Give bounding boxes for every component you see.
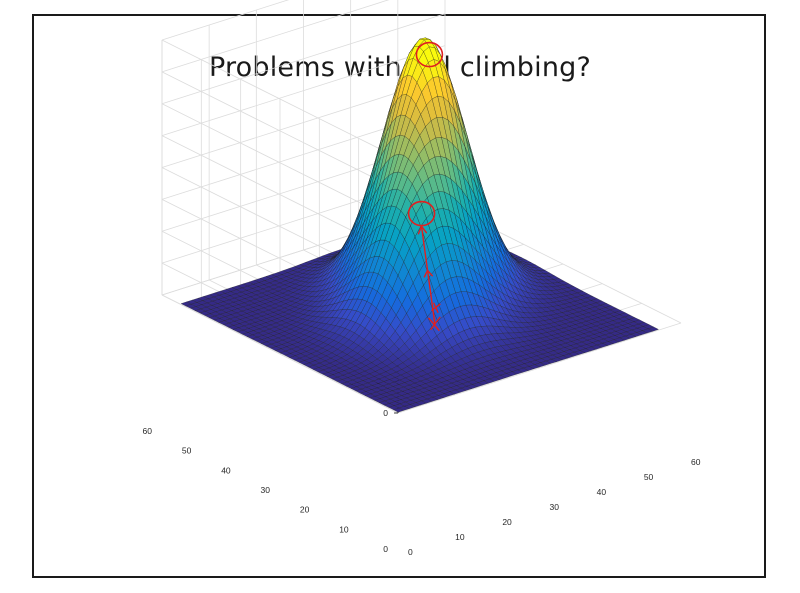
y-tick-label: 50: [182, 446, 192, 456]
y-tick-label: 20: [300, 505, 310, 515]
arrow-head: [417, 224, 428, 235]
arrow-head: [423, 269, 434, 278]
start-mark: [428, 316, 441, 331]
hill-climb-arrows: [417, 224, 441, 331]
y-tick-label: 40: [221, 465, 231, 475]
surface-mesh: [180, 37, 659, 413]
global-peak-circle: [415, 41, 444, 68]
y-tick-label: 30: [261, 485, 271, 495]
grid-line: [161, 0, 290, 41]
y-tick-label: 0: [383, 544, 388, 554]
grid-line: [161, 45, 446, 137]
x-tick-label: 40: [597, 487, 607, 497]
z-tick-label: 0: [383, 408, 388, 418]
y-tick-label: 60: [143, 426, 153, 436]
x-tick-label: 10: [455, 532, 465, 542]
x-tick-label: 50: [644, 472, 654, 482]
x-tick-label: 20: [502, 517, 512, 527]
x-tick-label: 0: [408, 547, 413, 557]
grid-line: [161, 0, 390, 73]
start-mark: [431, 302, 441, 313]
y-tick-label: 10: [339, 524, 349, 534]
grid-line: [161, 13, 446, 105]
surface-cell: [647, 326, 659, 332]
x-tick-label: 30: [550, 502, 560, 512]
x-tick-label: 60: [691, 457, 701, 467]
annotations: [407, 41, 444, 331]
climb-line: [420, 225, 436, 325]
grid-line: [397, 322, 682, 414]
